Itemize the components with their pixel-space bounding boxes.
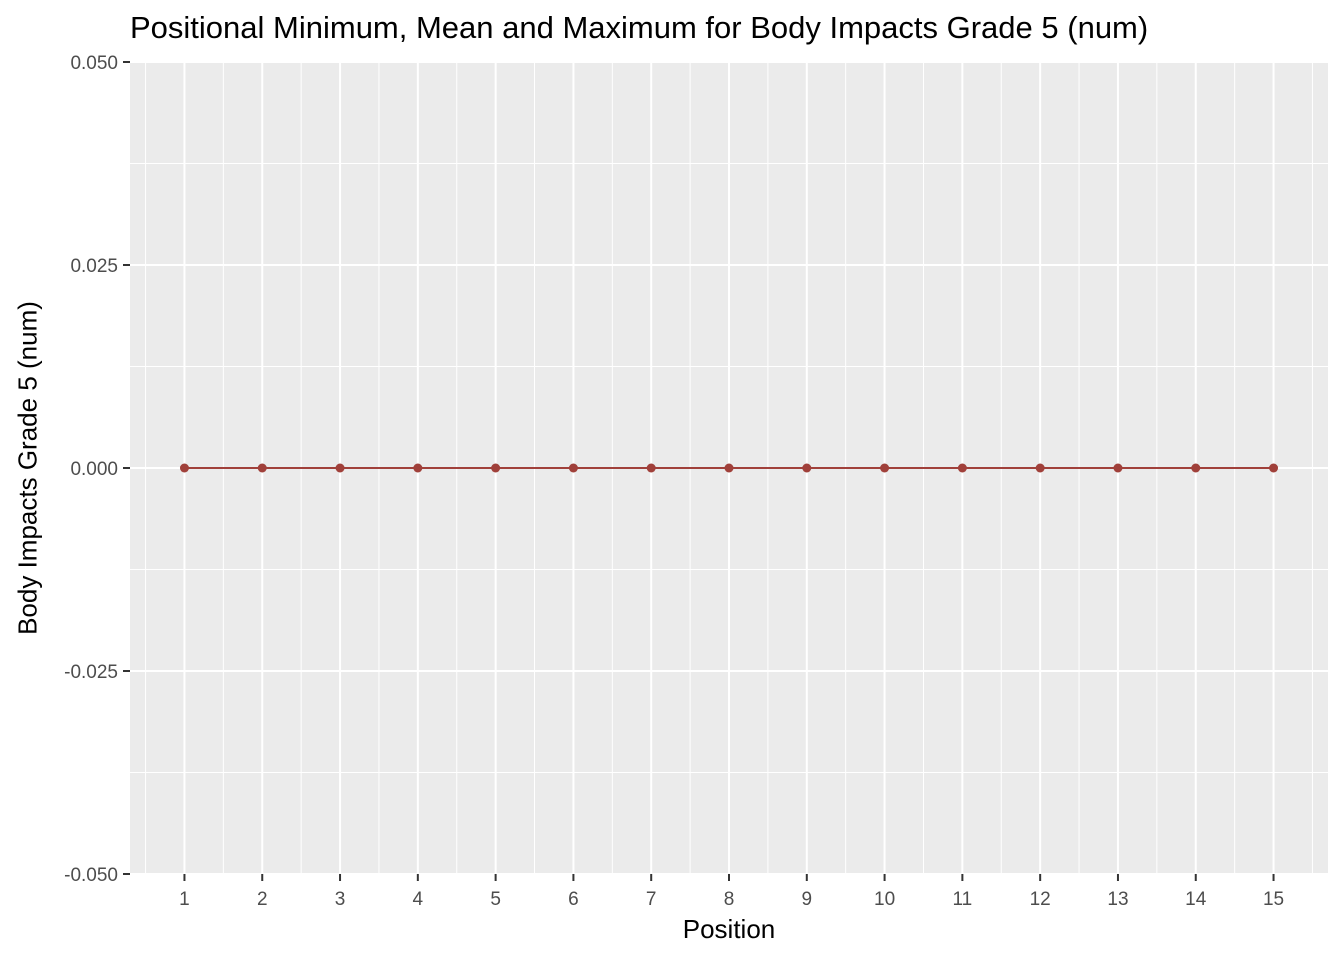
data-point [335, 463, 345, 473]
chart-title: Positional Minimum, Mean and Maximum for… [130, 10, 1149, 45]
x-tick-label: 3 [335, 889, 346, 910]
x-axis-label: Position [682, 914, 776, 944]
y-tick-label: 0.050 [70, 53, 118, 74]
data-point [257, 463, 267, 473]
x-tick-label: 4 [413, 889, 424, 910]
data-point [724, 463, 734, 473]
data-point [1269, 463, 1279, 473]
x-tick-label: 6 [568, 889, 579, 910]
x-tick-label: 8 [724, 889, 735, 910]
data-point [1035, 463, 1045, 473]
series-points [179, 463, 1279, 473]
y-tick-label: 0.025 [70, 256, 118, 277]
y-tick-label: -0.025 [64, 662, 118, 683]
data-point [1113, 463, 1123, 473]
data-point [568, 463, 578, 473]
x-axis: 1 2 3 4 5 6 7 8 9 10 11 12 13 14 15 [179, 874, 1284, 910]
x-tick-label: 9 [802, 889, 813, 910]
x-tick-label: 7 [646, 889, 657, 910]
data-point [957, 463, 967, 473]
x-tick-label: 14 [1185, 889, 1207, 910]
data-point [413, 463, 423, 473]
x-tick-label: 13 [1107, 889, 1128, 910]
data-point [880, 463, 890, 473]
data-point [179, 463, 189, 473]
x-tick-label: 15 [1263, 889, 1284, 910]
data-point [802, 463, 812, 473]
y-axis: -0.050 -0.025 0.000 0.025 0.050 [64, 53, 130, 886]
x-tick-label: 5 [490, 889, 501, 910]
x-tick-label: 10 [874, 889, 895, 910]
y-axis-label: Body Impacts Grade 5 (num) [12, 301, 43, 635]
x-tick-label: 12 [1030, 889, 1051, 910]
x-tick-label: 11 [953, 889, 973, 910]
data-point [1191, 463, 1201, 473]
x-tick-label: 2 [257, 889, 268, 910]
x-tick-label: 1 [179, 889, 190, 910]
data-point [491, 463, 501, 473]
y-tick-label: 0.000 [70, 459, 118, 480]
y-tick-label: -0.050 [64, 865, 118, 886]
data-point [646, 463, 656, 473]
